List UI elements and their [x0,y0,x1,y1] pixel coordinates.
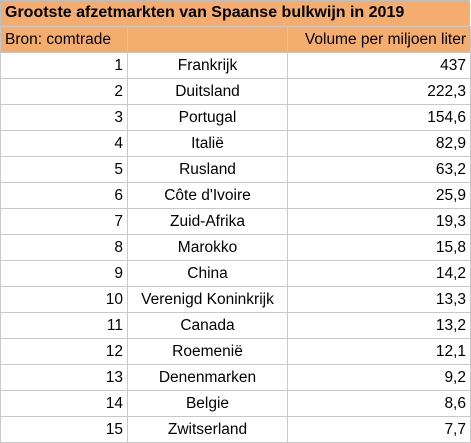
volume-cell[interactable]: 63,2 [287,156,471,183]
table-row: 8 Marokko 15,8 [0,234,471,261]
table-row: 3 Portugal 154,6 [0,104,471,131]
volume-cell[interactable]: 19,3 [287,208,471,235]
rank-cell[interactable]: 13 [0,364,128,391]
country-cell[interactable]: Marokko [127,234,288,261]
table-row: 14 Belgie 8,6 [0,390,471,417]
rank-cell[interactable]: 4 [0,130,128,157]
country-cell[interactable]: Portugal [127,104,288,131]
table-row: 6 Côte d'Ivoire 25,9 [0,182,471,209]
country-cell[interactable]: Frankrijk [127,52,288,79]
volume-cell[interactable]: 25,9 [287,182,471,209]
table-row: 2 Duitsland 222,3 [0,78,471,105]
table-title[interactable]: Grootste afzetmarkten van Spaanse bulkwi… [0,0,470,26]
table-body: 1 Frankrijk 437 2 Duitsland 222,3 3 Portugal 154… [0,52,471,443]
rank-cell[interactable]: 9 [0,260,128,287]
volume-cell[interactable]: 7,7 [287,416,471,443]
table-row: 10 Verenigd Koninkrijk 13,3 [0,286,471,313]
data-table: Bron: comtrade Volume per miljoen liter … [0,26,471,443]
rank-cell[interactable]: 11 [0,312,128,339]
rank-cell[interactable]: 5 [0,156,128,183]
header-source[interactable]: Bron: comtrade [0,26,128,53]
country-cell[interactable]: Rusland [127,156,288,183]
country-cell[interactable]: Italië [127,130,288,157]
volume-cell[interactable]: 9,2 [287,364,471,391]
country-cell[interactable]: Côte d'Ivoire [127,182,288,209]
table-row: 5 Rusland 63,2 [0,156,471,183]
volume-cell[interactable]: 13,2 [287,312,471,339]
table-row: 4 Italië 82,9 [0,130,471,157]
table-row: 12 Roemenië 12,1 [0,338,471,365]
rank-cell[interactable]: 12 [0,338,128,365]
rank-cell[interactable]: 2 [0,78,128,105]
header-country[interactable] [127,26,288,53]
table-row: 1 Frankrijk 437 [0,52,471,79]
rank-cell[interactable]: 8 [0,234,128,261]
table-row: 15 Zwitserland 7,7 [0,416,471,443]
volume-cell[interactable]: 154,6 [287,104,471,131]
country-cell[interactable]: Duitsland [127,78,288,105]
table-row: 7 Zuid-Afrika 19,3 [0,208,471,235]
volume-cell[interactable]: 15,8 [287,234,471,261]
country-cell[interactable]: China [127,260,288,287]
volume-cell[interactable]: 82,9 [287,130,471,157]
country-cell[interactable]: Zwitserland [127,416,288,443]
rank-cell[interactable]: 15 [0,416,128,443]
volume-cell[interactable]: 13,3 [287,286,471,313]
country-cell[interactable]: Belgie [127,390,288,417]
country-cell[interactable]: Canada [127,312,288,339]
volume-cell[interactable]: 222,3 [287,78,471,105]
country-cell[interactable]: Roemenië [127,338,288,365]
rank-cell[interactable]: 14 [0,390,128,417]
header-row: Bron: comtrade Volume per miljoen liter [0,26,471,53]
table-row: 13 Denenmarken 9,2 [0,364,471,391]
rank-cell[interactable]: 1 [0,52,128,79]
volume-cell[interactable]: 12,1 [287,338,471,365]
rank-cell[interactable]: 6 [0,182,128,209]
rank-cell[interactable]: 3 [0,104,128,131]
table-row: 11 Canada 13,2 [0,312,471,339]
volume-cell[interactable]: 437 [287,52,471,79]
country-cell[interactable]: Denenmarken [127,364,288,391]
volume-cell[interactable]: 8,6 [287,390,471,417]
table-row: 9 China 14,2 [0,260,471,287]
rank-cell[interactable]: 7 [0,208,128,235]
country-cell[interactable]: Verenigd Koninkrijk [127,286,288,313]
volume-cell[interactable]: 14,2 [287,260,471,287]
header-volume[interactable]: Volume per miljoen liter [287,26,471,53]
rank-cell[interactable]: 10 [0,286,128,313]
country-cell[interactable]: Zuid-Afrika [127,208,288,235]
